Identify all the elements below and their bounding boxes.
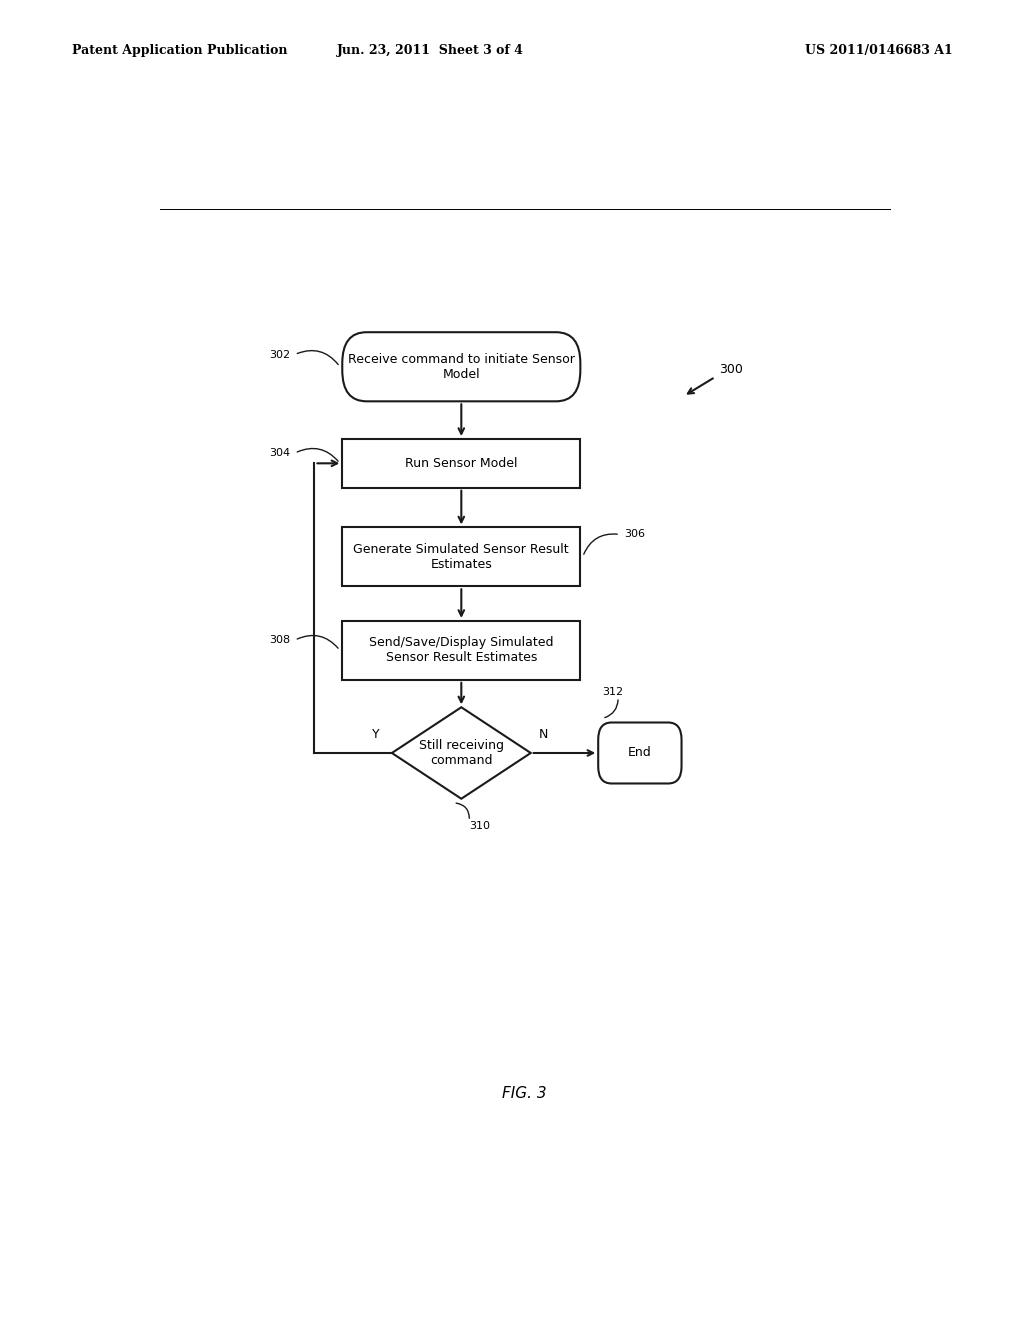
Text: US 2011/0146683 A1: US 2011/0146683 A1: [805, 44, 952, 57]
Bar: [342, 620, 581, 680]
Text: N: N: [539, 727, 548, 741]
Text: 312: 312: [602, 688, 624, 697]
Text: Y: Y: [373, 727, 380, 741]
Text: Generate Simulated Sensor Result
Estimates: Generate Simulated Sensor Result Estimat…: [353, 543, 569, 570]
Text: 306: 306: [624, 529, 645, 540]
Text: Still receiving
command: Still receiving command: [419, 739, 504, 767]
FancyBboxPatch shape: [342, 333, 581, 401]
Polygon shape: [392, 708, 530, 799]
Text: Jun. 23, 2011  Sheet 3 of 4: Jun. 23, 2011 Sheet 3 of 4: [337, 44, 523, 57]
Text: Send/Save/Display Simulated
Sensor Result Estimates: Send/Save/Display Simulated Sensor Resul…: [369, 636, 554, 664]
Bar: [342, 528, 581, 586]
Text: End: End: [628, 747, 651, 759]
Text: 304: 304: [269, 449, 291, 458]
Text: FIG. 3: FIG. 3: [503, 1086, 547, 1101]
Bar: [342, 440, 581, 487]
Text: 308: 308: [269, 635, 291, 645]
Text: Patent Application Publication: Patent Application Publication: [72, 44, 287, 57]
Text: 300: 300: [719, 363, 743, 376]
Text: 302: 302: [269, 350, 291, 359]
FancyBboxPatch shape: [598, 722, 682, 784]
Text: 310: 310: [469, 821, 490, 832]
Text: Receive command to initiate Sensor
Model: Receive command to initiate Sensor Model: [348, 352, 574, 380]
Text: Run Sensor Model: Run Sensor Model: [406, 457, 517, 470]
